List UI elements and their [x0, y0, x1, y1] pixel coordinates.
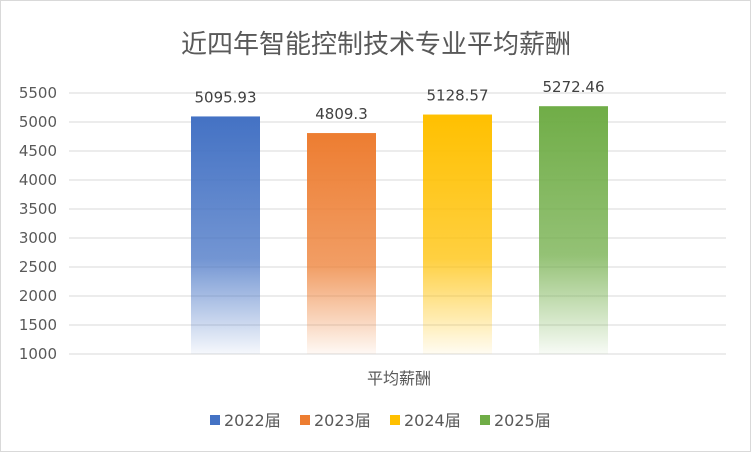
data-label: 5272.46 — [542, 78, 604, 96]
data-labels: 5095.93 4809.3 5128.57 5272.46 — [194, 78, 604, 123]
y-tick-label: 1000 — [19, 345, 57, 363]
y-tick-label: 4000 — [19, 171, 57, 189]
legend-label: 2023届 — [314, 411, 371, 430]
legend-label: 2024届 — [404, 411, 461, 430]
y-tick-label: 2500 — [19, 258, 57, 276]
bar-2024届 — [423, 114, 492, 354]
legend: 2022届 2023届 2024届 2025届 — [210, 411, 551, 430]
bar-2022届 — [191, 116, 260, 354]
legend-item: 2022届 — [210, 411, 281, 430]
data-label: 5128.57 — [426, 87, 488, 105]
y-axis-ticks: 5500 5000 4500 4000 3500 3000 2500 2000 1500 1000 — [19, 84, 57, 363]
y-tick-label: 5000 — [19, 113, 57, 131]
y-tick-label: 5500 — [19, 84, 57, 102]
legend-swatch — [210, 415, 220, 425]
gridlines — [69, 92, 726, 355]
bar-2025届 — [539, 106, 608, 354]
bars — [191, 106, 608, 354]
legend-swatch — [480, 415, 490, 425]
y-tick-label: 3500 — [19, 200, 57, 218]
legend-item: 2023届 — [300, 411, 371, 430]
legend-item: 2024届 — [390, 411, 461, 430]
legend-label: 2022届 — [224, 411, 281, 430]
bar-2023届 — [307, 133, 376, 354]
y-tick-label: 2000 — [19, 287, 57, 305]
chart-title: 近四年智能控制技术专业平均薪酬 — [181, 30, 571, 60]
y-tick-label: 4500 — [19, 142, 57, 160]
y-tick-label: 1500 — [19, 316, 57, 334]
data-label: 4809.3 — [315, 105, 368, 123]
legend-item: 2025届 — [480, 411, 551, 430]
x-axis-label: 平均薪酬 — [367, 369, 431, 388]
data-label: 5095.93 — [194, 88, 256, 106]
legend-label: 2025届 — [494, 411, 551, 430]
legend-swatch — [300, 415, 310, 425]
y-tick-label: 3000 — [19, 229, 57, 247]
legend-swatch — [390, 415, 400, 425]
